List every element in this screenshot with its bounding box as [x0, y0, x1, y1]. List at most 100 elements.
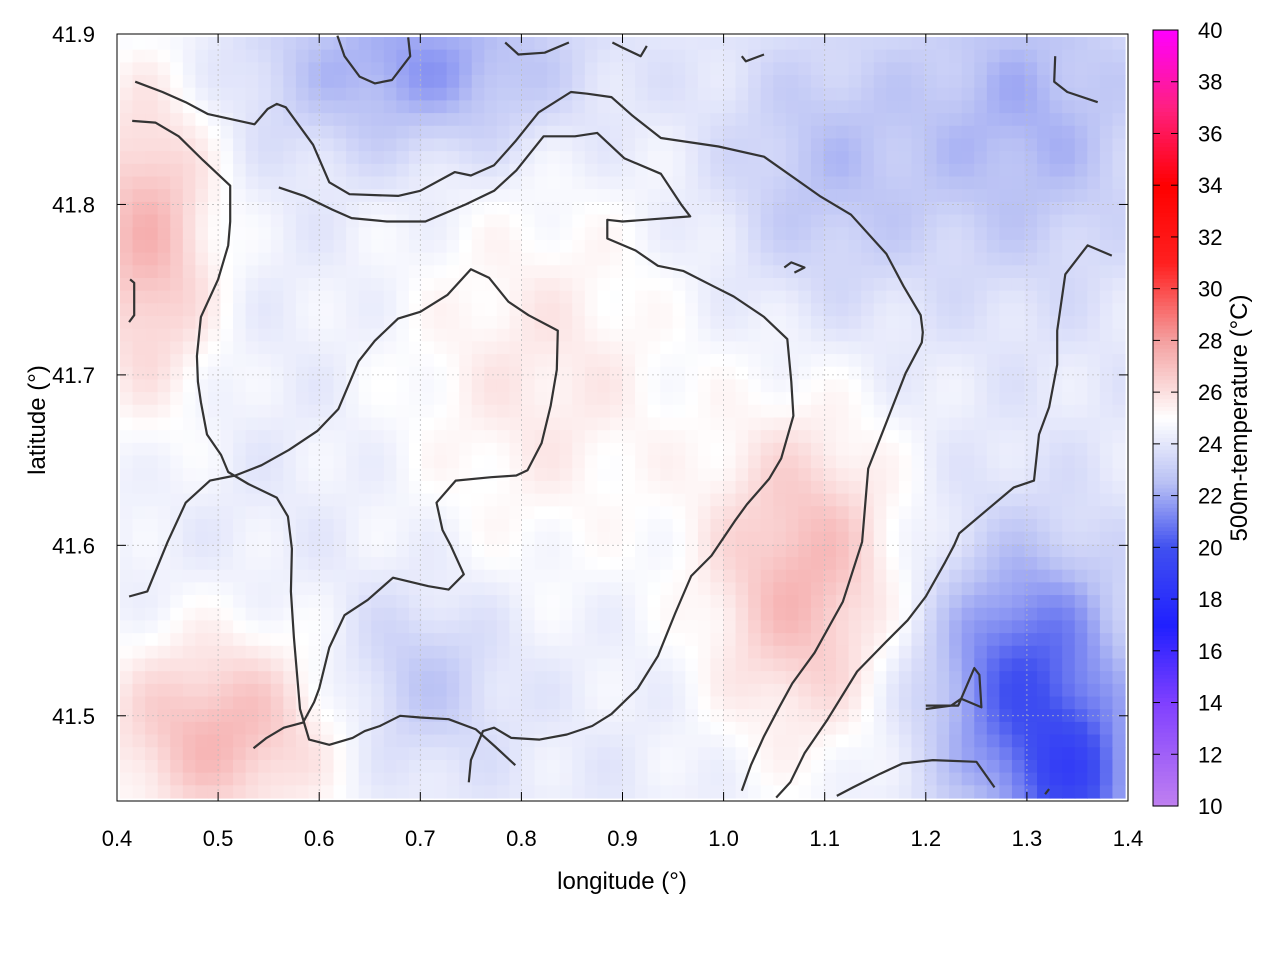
heatmap-cell — [773, 37, 787, 51]
colorbar-segment — [1153, 534, 1178, 539]
heatmap-cell — [823, 354, 837, 368]
heatmap-cell — [735, 671, 749, 685]
heatmap-cell — [459, 468, 473, 482]
heatmap-cell — [1062, 633, 1076, 647]
heatmap-cell — [1074, 366, 1088, 381]
heatmap-cell — [748, 87, 762, 102]
heatmap-cell — [434, 480, 448, 495]
heatmap-cell — [1062, 480, 1076, 495]
heatmap-cell — [195, 354, 209, 368]
heatmap-cell — [120, 277, 134, 292]
heatmap-cell — [961, 239, 975, 254]
heatmap-cell — [647, 417, 661, 431]
heatmap-cell — [559, 772, 573, 786]
heatmap-cell — [861, 125, 875, 140]
heatmap-cell — [999, 176, 1013, 190]
heatmap-cell — [496, 214, 511, 228]
heatmap-cell — [421, 176, 435, 190]
heatmap-cell — [798, 595, 812, 609]
heatmap-cell — [308, 607, 322, 622]
heatmap-cell — [647, 785, 661, 799]
heatmap-cell — [1074, 772, 1088, 786]
heatmap-cell — [195, 544, 209, 558]
heatmap-cell — [609, 468, 624, 482]
heatmap-cell — [283, 455, 297, 469]
heatmap-cell — [660, 569, 674, 583]
heatmap-cell — [924, 734, 938, 748]
heatmap-cell — [421, 341, 435, 355]
heatmap-cell — [773, 316, 787, 330]
heatmap-cell — [622, 277, 636, 292]
heatmap-cell — [974, 772, 988, 786]
heatmap-cell — [697, 366, 712, 381]
heatmap-cell — [321, 404, 335, 419]
heatmap-cell — [936, 303, 950, 317]
heatmap-cell — [321, 75, 335, 89]
heatmap-cell — [207, 518, 222, 533]
heatmap-cell — [132, 392, 146, 406]
heatmap-cell — [1074, 125, 1088, 140]
heatmap-cell — [308, 328, 322, 342]
heatmap-cell — [270, 582, 284, 596]
heatmap-cell — [509, 151, 523, 165]
heatmap-cell — [848, 341, 862, 355]
heatmap-cell — [572, 607, 586, 622]
heatmap-cell — [597, 417, 611, 431]
colorbar-segment — [1153, 681, 1178, 687]
heatmap-cell — [308, 595, 322, 609]
heatmap-cell — [496, 189, 511, 203]
heatmap-cell — [295, 480, 310, 495]
heatmap-cell — [898, 354, 913, 368]
heatmap-cell — [396, 316, 410, 330]
heatmap-cell — [195, 87, 209, 102]
heatmap-cell — [1087, 163, 1101, 178]
heatmap-cell — [270, 214, 284, 228]
heatmap-cell — [471, 544, 485, 558]
heatmap-cell — [861, 442, 875, 457]
heatmap-cell — [873, 658, 887, 672]
heatmap-cell — [710, 392, 724, 406]
heatmap-cell — [157, 227, 171, 241]
heatmap-cell — [685, 290, 699, 304]
heatmap-cell — [572, 189, 586, 203]
heatmap-cell — [446, 417, 460, 431]
heatmap-cell — [986, 328, 1000, 342]
heatmap-cell — [949, 607, 963, 622]
heatmap-cell — [270, 747, 284, 761]
heatmap-cell — [773, 772, 787, 786]
heatmap-cell — [383, 569, 397, 583]
heatmap-cell — [308, 176, 322, 190]
heatmap-cell — [1011, 417, 1026, 431]
heatmap-cell — [446, 265, 460, 279]
heatmap-cell — [421, 404, 435, 419]
heatmap-cell — [434, 125, 448, 140]
heatmap-cell — [723, 544, 737, 558]
heatmap-cell — [245, 607, 259, 622]
heatmap-cell — [785, 658, 799, 672]
heatmap-cell — [660, 328, 674, 342]
heatmap-cell — [735, 569, 749, 583]
x-axis-title: longitude (°) — [557, 868, 687, 895]
heatmap-cell — [723, 354, 737, 368]
heatmap-cell — [434, 696, 448, 710]
heatmap-cell — [760, 100, 774, 114]
heatmap-cell — [635, 62, 649, 76]
heatmap-cell — [295, 582, 310, 596]
heatmap-cell — [710, 620, 724, 634]
heatmap-cell — [635, 430, 649, 444]
heatmap-cell — [798, 696, 812, 710]
heatmap-cell — [245, 163, 259, 178]
heatmap-cell — [132, 506, 146, 520]
heatmap-cell — [572, 404, 586, 419]
heatmap-cell — [660, 417, 674, 431]
heatmap-cell — [408, 417, 423, 431]
heatmap-cell — [949, 113, 963, 127]
colorbar-segment — [1153, 394, 1178, 400]
heatmap-cell — [195, 633, 209, 647]
heatmap-cell — [609, 316, 624, 330]
heatmap-cell — [572, 239, 586, 254]
heatmap-cell — [182, 721, 196, 736]
heatmap-cell — [270, 633, 284, 647]
heatmap-cell — [408, 49, 423, 63]
heatmap-cell — [1037, 265, 1051, 279]
